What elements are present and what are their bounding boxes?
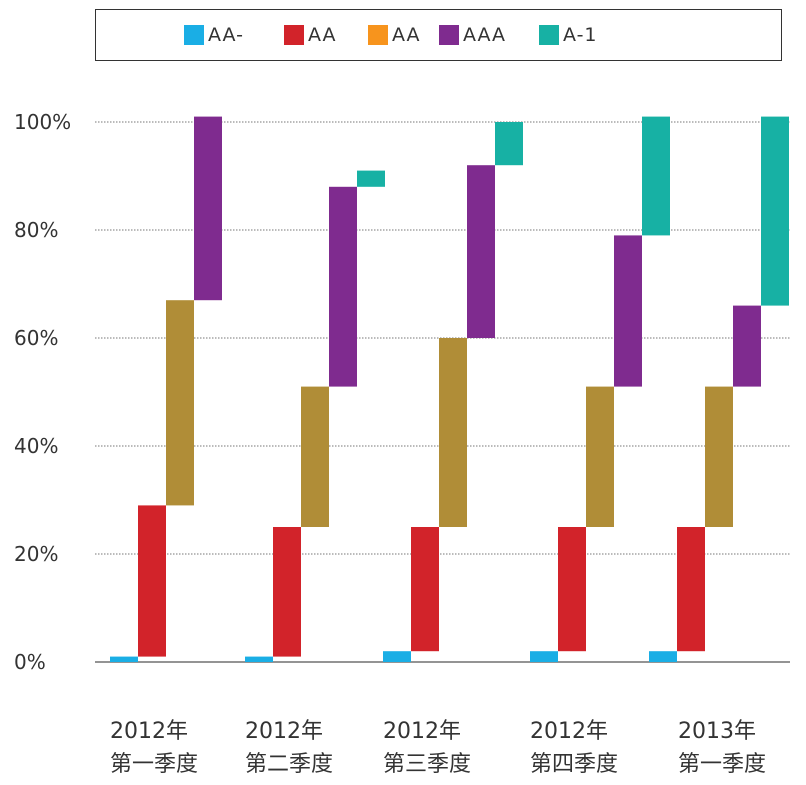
y-tick-label: 80% [14, 218, 58, 242]
legend-label: AA [308, 24, 337, 46]
bar [439, 338, 467, 527]
bars [110, 116, 789, 662]
legend-label: A-1 [563, 24, 598, 46]
bar [649, 651, 677, 662]
bar [357, 170, 385, 187]
x-tick-label: 2012年 [110, 719, 188, 744]
bar [110, 656, 138, 662]
x-tick-label: 第二季度 [245, 752, 333, 777]
bar [705, 386, 733, 527]
legend-item-aa-2: AA [368, 24, 421, 46]
bar [166, 300, 194, 506]
legend-label: AA [392, 24, 421, 46]
bar [383, 651, 411, 662]
y-axis-ticks: 0% 20% 40% 60% 80% 100% [14, 110, 71, 674]
bar [411, 527, 439, 652]
legend-item-aa: AA [284, 24, 337, 46]
y-tick-label: 100% [14, 110, 71, 134]
legend-swatch [184, 25, 204, 45]
x-tick-label: 第三季度 [383, 752, 471, 777]
bar [558, 527, 586, 652]
bar [329, 186, 357, 387]
x-tick-label: 2012年 [530, 719, 608, 744]
x-tick-label: 第一季度 [678, 752, 766, 777]
legend-label: AAA [463, 24, 507, 46]
bar [586, 386, 614, 527]
x-tick-label: 第一季度 [110, 752, 198, 777]
bar [614, 235, 642, 387]
bar [530, 651, 558, 662]
bar [138, 505, 166, 657]
legend-item-aaa: AAA [439, 24, 506, 46]
bar [677, 527, 705, 652]
y-tick-label: 60% [14, 326, 58, 350]
x-tick-label: 第四季度 [530, 752, 618, 777]
legend-swatch [368, 25, 388, 45]
legend-swatch [439, 25, 459, 45]
x-tick-label: 2012年 [383, 719, 461, 744]
x-tick-label: 2012年 [245, 719, 323, 744]
bar [761, 116, 789, 306]
legend-swatch [539, 25, 559, 45]
legend-item-aa-minus: AA- [184, 24, 244, 46]
bar [245, 656, 273, 662]
bar [301, 386, 329, 527]
y-tick-label: 0% [14, 650, 46, 674]
bar [194, 116, 222, 301]
legend-label: AA- [208, 24, 244, 46]
bar [495, 122, 523, 166]
legend-swatch [284, 25, 304, 45]
y-tick-label: 20% [14, 542, 58, 566]
y-tick-label: 40% [14, 434, 58, 458]
x-tick-label: 2013年 [678, 719, 756, 744]
bar [733, 305, 761, 387]
bar [273, 527, 301, 657]
legend-item-a-1: A-1 [539, 24, 598, 46]
legend: AA- AA AA AAA A-1 [95, 9, 782, 61]
bar [642, 116, 670, 236]
bar [467, 165, 495, 338]
